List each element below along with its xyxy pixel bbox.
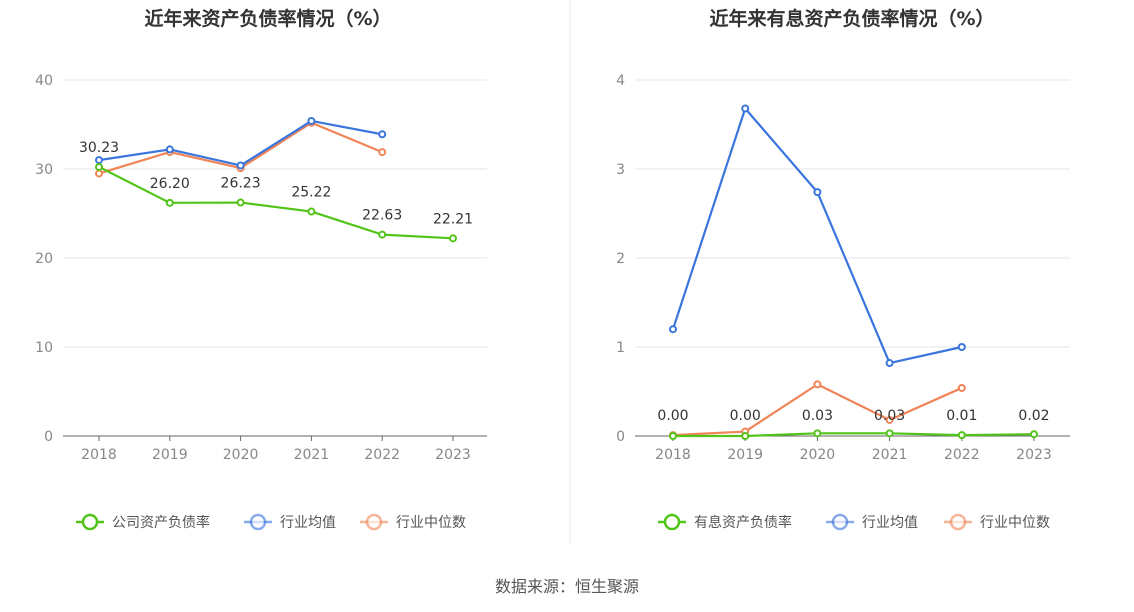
chart2-legend-label[interactable]: 行业均值 (862, 515, 918, 531)
chart2-data-point (741, 104, 750, 113)
chart1-data-point (95, 162, 103, 171)
chart2-title: 近年来有息资产负债率情况（%） (709, 7, 994, 30)
chart2-data-point (669, 325, 677, 334)
chart2-legend-label[interactable]: 行业中位数 (980, 515, 1050, 531)
chart2-data-label: 0.03 (802, 408, 833, 424)
chart2-ytick-label: 4 (616, 73, 625, 89)
chart1-data-point (378, 148, 387, 157)
chart1-xtick-label: 2020 (223, 447, 259, 463)
chart2-xtick-label: 2019 (727, 447, 763, 463)
chart1-data-label: 30.23 (79, 140, 119, 156)
chart2-legend-marker[interactable] (949, 513, 967, 531)
chart1-data-point (307, 207, 316, 216)
chart1-xtick-label: 2022 (364, 447, 400, 463)
chart2-legend-marker[interactable] (663, 513, 681, 531)
chart2-data-point (813, 429, 822, 438)
chart2-legend-marker[interactable] (831, 513, 849, 531)
chart1-ytick-label: 30 (35, 162, 53, 178)
chart2-xtick-label: 2018 (655, 447, 691, 463)
chart1-ytick-label: 40 (35, 73, 53, 89)
chart2-series-line (671, 107, 963, 365)
chart1-data-point (307, 116, 316, 125)
chart1-data-label: 26.20 (150, 176, 190, 192)
chart1-series-line (98, 119, 383, 167)
chart1-legend-label[interactable]: 行业中位数 (396, 515, 466, 531)
chart1-legend-label[interactable]: 行业均值 (280, 515, 336, 531)
chart1-data-point (95, 156, 103, 165)
chart2-data-label: 0.02 (1018, 408, 1049, 424)
chart2-data-point (813, 188, 822, 197)
chart1-legend-marker[interactable] (249, 513, 267, 531)
chart1-legend-label[interactable]: 公司资产负债率 (112, 514, 210, 531)
chart1-data-point (236, 198, 245, 207)
chart1-data-point (236, 161, 245, 170)
chart1-title: 近年来资产负债率情况（%） (144, 7, 391, 30)
chart2-ytick-label: 0 (616, 429, 625, 445)
chart2-data-point (1030, 430, 1038, 439)
chart1-xtick-label: 2023 (435, 447, 471, 463)
chart1-data-label: 25.22 (291, 185, 331, 201)
chart2-data-label: 0.03 (874, 408, 905, 424)
chart2-data-label: 0.01 (946, 408, 977, 424)
chart2-xtick-label: 2020 (800, 447, 836, 463)
chart2-data-point (957, 343, 966, 351)
chart1-data-point (165, 145, 174, 154)
chart1-xtick-label: 2019 (152, 447, 188, 463)
chart2-data-label: 0.00 (657, 408, 688, 424)
chart2-data-point (957, 383, 966, 392)
chart2-data-point (957, 431, 966, 440)
chart2-data-point (885, 415, 894, 424)
chart2-data-label: 0.00 (730, 408, 761, 424)
chart2-xtick-label: 2022 (944, 447, 980, 463)
chart1-data-label: 26.23 (221, 176, 261, 192)
chart1-data-point (165, 198, 174, 207)
chart1-xtick-label: 2021 (294, 447, 330, 463)
chart2-xtick-label: 2021 (872, 447, 908, 463)
chart2-legend-label[interactable]: 有息资产负债率 (694, 514, 792, 531)
chart1-data-point (449, 234, 457, 243)
chart1-data-label: 22.63 (362, 208, 402, 224)
chart2-data-point (741, 432, 750, 440)
chart2-data-point (813, 380, 822, 389)
chart2-ytick-label: 3 (616, 162, 625, 178)
chart1-ytick-label: 20 (35, 251, 53, 267)
chart2-xtick-label: 2023 (1016, 447, 1052, 463)
chart2-ytick-label: 1 (616, 340, 625, 356)
chart1-legend-marker[interactable] (81, 513, 99, 531)
chart1-data-point (378, 230, 387, 239)
chart1-series-line (98, 165, 454, 240)
chart2-ytick-label: 2 (616, 251, 625, 267)
chart1-data-point (378, 130, 387, 139)
chart2-data-point (669, 432, 677, 440)
chart1-xtick-label: 2018 (81, 447, 117, 463)
chart1-ytick-label: 10 (35, 340, 53, 356)
source-note: 数据来源：恒生聚源 (495, 577, 639, 596)
chart1-data-point (95, 169, 103, 178)
chart1-data-label: 22.21 (433, 211, 473, 227)
chart2-series-line (673, 432, 1035, 438)
chart1-ytick-label: 0 (44, 429, 53, 445)
chart2-data-point (885, 359, 894, 368)
chart2-data-point (885, 429, 894, 438)
chart1-legend-marker[interactable] (365, 513, 383, 531)
